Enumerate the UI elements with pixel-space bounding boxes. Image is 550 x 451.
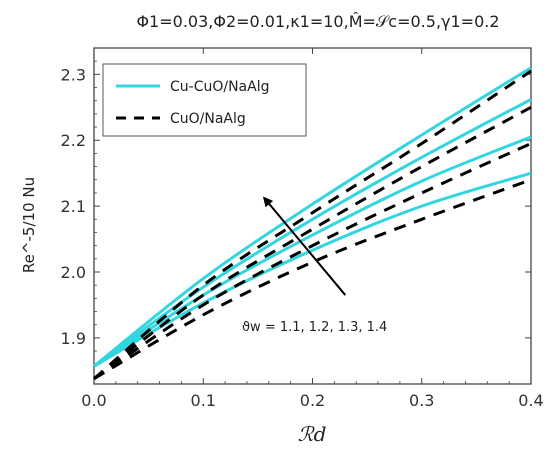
y-tick-label: 2.1 bbox=[61, 197, 86, 216]
series-line-mono bbox=[93, 105, 532, 380]
x-axis-label: ℛd bbox=[298, 422, 327, 446]
y-axis: 1.9 2.0 2.1 2.2 2.3 bbox=[61, 47, 531, 378]
y-tick-label: 2.2 bbox=[61, 131, 86, 150]
annotation-arrow bbox=[262, 196, 347, 296]
x-tick-label: 0.4 bbox=[518, 391, 543, 410]
x-tick-label: 0.0 bbox=[81, 391, 106, 410]
y-tick-label: 1.9 bbox=[61, 329, 86, 348]
legend: Cu-CuO/NaAlg CuO/NaAlg bbox=[102, 63, 307, 137]
y-tick-label: 2.3 bbox=[61, 65, 86, 84]
series-line-hybrid bbox=[93, 98, 532, 368]
legend-label-mono: CuO/NaAlg bbox=[170, 111, 246, 127]
series-line-mono bbox=[93, 69, 532, 380]
series-line-hybrid bbox=[93, 135, 532, 368]
series-line-hybrid bbox=[93, 171, 532, 368]
legend-box bbox=[102, 63, 307, 137]
x-tick-label: 0.3 bbox=[409, 391, 434, 410]
y-axis-label: Re^-5/10 Nu bbox=[20, 177, 38, 273]
annotation-label: ϑw = 1.1, 1.2, 1.3, 1.4 bbox=[242, 320, 387, 335]
series-line-mono bbox=[93, 142, 532, 380]
x-axis: 0.0 0.1 0.2 0.3 0.4 bbox=[81, 48, 544, 410]
x-tick-label: 0.1 bbox=[191, 391, 216, 410]
series-line-hybrid bbox=[93, 66, 532, 368]
series-line-mono bbox=[93, 178, 532, 381]
x-tick-label: 0.2 bbox=[300, 391, 325, 410]
legend-label-hybrid: Cu-CuO/NaAlg bbox=[170, 79, 270, 95]
chart-title: Φ1=0.03,Φ2=0.01,κ1=10,M̂=𝒮c=0.5,γ1=0.2 bbox=[136, 12, 499, 31]
series-layer bbox=[93, 66, 532, 381]
y-tick-label: 2.0 bbox=[61, 263, 86, 282]
